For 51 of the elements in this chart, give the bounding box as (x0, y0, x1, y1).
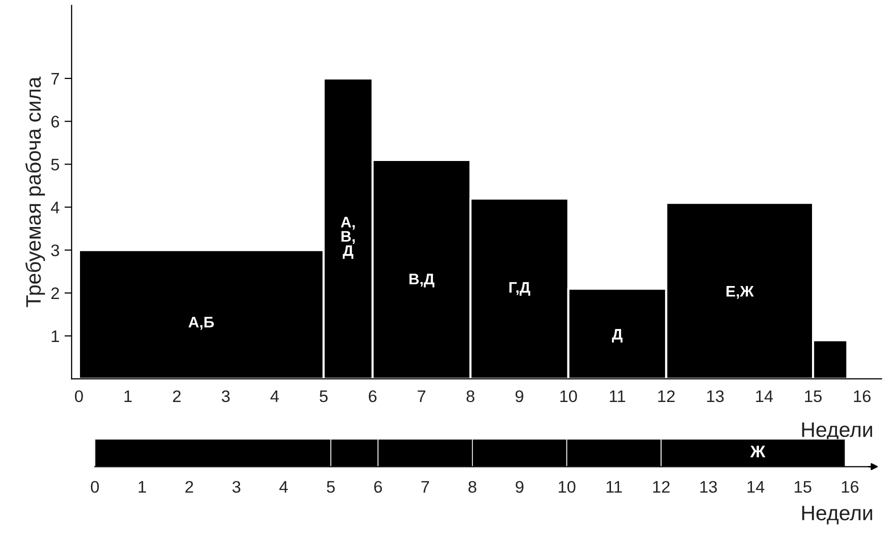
y-tick-label: 6 (51, 116, 60, 128)
annotation: Г,Д (509, 282, 530, 296)
y-tick-label: 3 (51, 244, 60, 256)
x-tick-label: 14 (748, 481, 764, 493)
x-tick-label: 5 (320, 390, 328, 402)
annotation: А, В, Д (340, 216, 355, 259)
x-tick-label: 15 (805, 390, 822, 402)
x-tick-label: 14 (756, 390, 773, 402)
y-axis-title: Требуемая рабоча сила (25, 76, 45, 308)
annotation: Ж (750, 446, 766, 458)
x-tick-label: 11 (610, 390, 626, 402)
y-tick-label: 7 (51, 73, 59, 84)
y-tick-label: 4 (50, 202, 60, 214)
x-tick-label: 9 (516, 480, 524, 493)
x-tick-label: 12 (653, 480, 670, 493)
x-tick-label: 4 (279, 481, 288, 493)
annotation: Е,Ж (726, 286, 754, 299)
x-tick-label: 6 (374, 480, 382, 493)
x-tick-label: 12 (658, 390, 675, 402)
x-tick-label: 13 (707, 390, 724, 402)
x-tick-label: 11 (606, 481, 622, 493)
x-tick-label: 10 (558, 480, 576, 493)
annotation: В,Д (409, 274, 434, 288)
x-tick-label: 1 (138, 481, 146, 493)
x-axis-title: Недели (802, 422, 872, 441)
annotation: А,Б (188, 316, 214, 330)
x-tick-label: 7 (421, 481, 430, 493)
x-tick-label: 13 (700, 480, 717, 493)
x-tick-label: 9 (516, 390, 524, 402)
x-tick-label: 10 (560, 390, 577, 402)
x-tick-label: 7 (418, 390, 426, 402)
x-tick-label: 2 (185, 480, 194, 493)
x-tick-label: 0 (74, 390, 83, 402)
y-tick-label: 2 (51, 287, 59, 300)
x-tick-label: 15 (794, 481, 812, 493)
x-tick-label: 8 (468, 480, 476, 493)
x-tick-label: 2 (173, 390, 181, 402)
y-tick-label: 5 (51, 158, 60, 170)
x-tick-label: 0 (90, 480, 99, 493)
x-tick-label: 6 (368, 390, 376, 402)
x-tick-label: 3 (222, 390, 230, 402)
x-tick-label: 4 (270, 390, 279, 402)
x-tick-label: 16 (842, 480, 858, 493)
y-tick-label: 1 (52, 330, 59, 342)
x-tick-label: 1 (124, 390, 132, 402)
x-tick-label: 5 (326, 481, 335, 493)
x-tick-label: 3 (232, 480, 240, 493)
annotation: Д (612, 328, 622, 343)
x-tick-label: 8 (466, 390, 474, 402)
x-axis-title: Недели (802, 506, 872, 524)
x-tick-label: 16 (854, 390, 871, 402)
